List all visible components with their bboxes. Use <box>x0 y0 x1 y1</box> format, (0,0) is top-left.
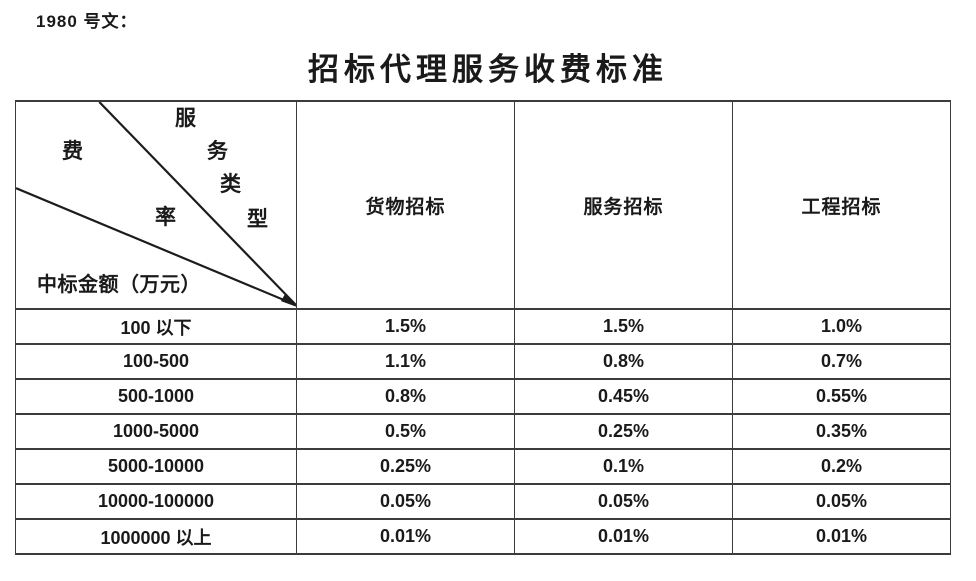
fee-value: 0.1% <box>514 448 733 485</box>
fee-value: 0.01% <box>514 518 733 555</box>
corner-fee-rate-char: 率 <box>155 205 176 229</box>
row-label: 1000000 以上 <box>15 518 297 555</box>
table-row: 100-500 1.1% 0.8% 0.7% <box>15 343 951 380</box>
table-row: 5000-10000 0.25% 0.1% 0.2% <box>15 448 951 485</box>
column-header-services: 服务招标 <box>514 100 733 310</box>
fee-value: 0.05% <box>296 483 515 520</box>
fee-value: 1.5% <box>514 308 733 345</box>
corner-service-type-char: 型 <box>247 207 268 231</box>
table-row: 1000-5000 0.5% 0.25% 0.35% <box>15 413 951 450</box>
fee-value: 0.7% <box>732 343 951 380</box>
fee-value: 0.35% <box>732 413 951 450</box>
corner-service-type-char: 服 <box>175 106 196 130</box>
fee-value: 0.01% <box>296 518 515 555</box>
table-row: 100 以下 1.5% 1.5% 1.0% <box>15 308 951 345</box>
fee-value: 1.5% <box>296 308 515 345</box>
fee-value: 0.8% <box>514 343 733 380</box>
fee-value: 0.01% <box>732 518 951 555</box>
corner-service-type-char: 务 <box>207 139 228 163</box>
table-row: 500-1000 0.8% 0.45% 0.55% <box>15 378 951 415</box>
fee-value: 1.0% <box>732 308 951 345</box>
row-label: 10000-100000 <box>15 483 297 520</box>
fee-value: 0.05% <box>514 483 733 520</box>
fee-value: 0.8% <box>296 378 515 415</box>
row-label: 100-500 <box>15 343 297 380</box>
fee-value: 0.55% <box>732 378 951 415</box>
diagonal-split-lines <box>16 103 296 307</box>
row-label: 5000-10000 <box>15 448 297 485</box>
fee-value: 0.25% <box>514 413 733 450</box>
fee-value: 0.25% <box>296 448 515 485</box>
row-label: 1000-5000 <box>15 413 297 450</box>
column-header-engineering: 工程招标 <box>732 100 951 310</box>
corner-service-type-char: 类 <box>220 172 241 196</box>
corner-amount-label: 中标金额（万元） <box>37 274 201 296</box>
corner-fee-rate-char: 费 <box>62 139 83 163</box>
document-number-label: 1980 号文： <box>36 12 138 31</box>
column-header-goods: 货物招标 <box>296 100 515 310</box>
fee-value: 0.45% <box>514 378 733 415</box>
diagonal-arrowhead <box>280 294 296 307</box>
row-label: 100 以下 <box>15 308 297 345</box>
fee-value: 0.5% <box>296 413 515 450</box>
fee-value: 0.05% <box>732 483 951 520</box>
table-header-row: 服 务 类 型 费 率 中标金额（万元） 货物招标 服务招标 工程招标 <box>15 100 951 310</box>
fee-value: 0.2% <box>732 448 951 485</box>
row-label: 500-1000 <box>15 378 297 415</box>
table-row: 10000-100000 0.05% 0.05% 0.05% <box>15 483 951 520</box>
diagonal-header-cell: 服 务 类 型 费 率 中标金额（万元） <box>15 100 297 310</box>
fee-value: 1.1% <box>296 343 515 380</box>
fee-standard-table: 服 务 类 型 费 率 中标金额（万元） 货物招标 服务招标 工程招标 100 … <box>15 100 951 555</box>
table-row: 1000000 以上 0.01% 0.01% 0.01% <box>15 518 951 555</box>
page-title: 招标代理服务收费标准 <box>308 52 668 87</box>
